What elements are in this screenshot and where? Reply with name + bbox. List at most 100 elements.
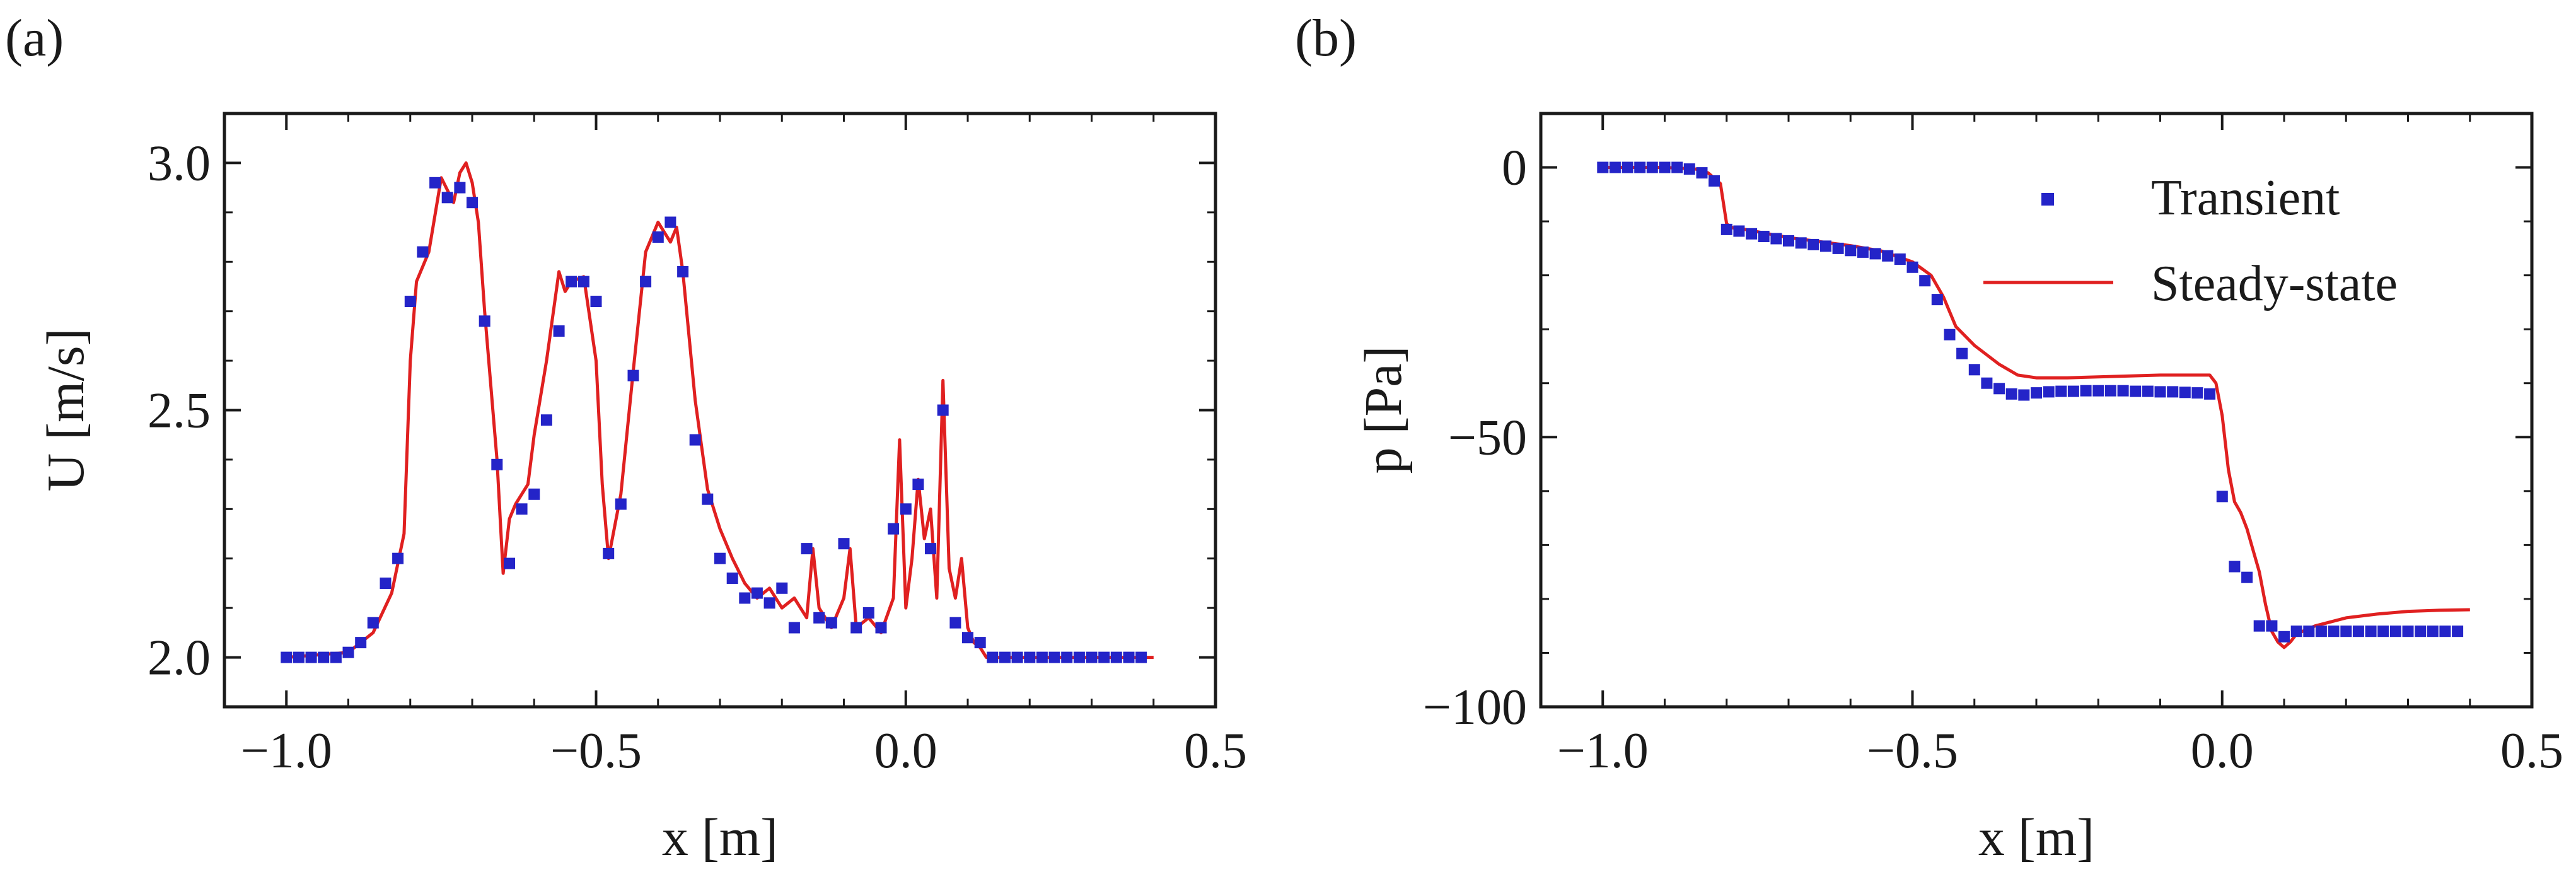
data-point-b (2290, 625, 2302, 637)
data-point-b (2067, 385, 2079, 397)
data-point-b (1634, 161, 1646, 173)
x-axis-label-a: x [m] (662, 808, 778, 867)
data-point-a (763, 597, 775, 609)
x-tick-label-b: 0.5 (2500, 723, 2563, 779)
y-tick-label-b: −100 (1423, 680, 1527, 735)
data-point-b (2104, 385, 2116, 397)
data-point-a (1036, 651, 1048, 663)
data-point-a (751, 587, 763, 599)
data-point-b (2415, 625, 2427, 637)
data-point-b (2278, 631, 2290, 643)
data-point-a (429, 177, 441, 189)
data-point-a (392, 552, 404, 564)
data-point-a (528, 488, 540, 500)
data-point-a (652, 231, 664, 243)
panel-b: (b) −1.0 −0.5 0.0 0.5−100−500 x [m] p [Pa] … (1295, 9, 2563, 867)
data-point-a (417, 246, 429, 258)
legend-marker-transient (2041, 193, 2054, 206)
data-point-a (566, 276, 577, 288)
data-point-b (2154, 386, 2166, 398)
data-point-b (2377, 625, 2389, 637)
data-point-a (479, 315, 490, 327)
data-point-a (281, 651, 293, 663)
data-point-b (2130, 385, 2142, 397)
data-point-b (2204, 388, 2216, 400)
data-point-b (1906, 261, 1918, 273)
data-point-b (1770, 233, 1782, 245)
data-point-a (788, 622, 800, 634)
data-point-b (1758, 231, 1770, 242)
data-point-b (1733, 225, 1745, 237)
data-point-b (2352, 625, 2364, 637)
x-tick-label-a: 0.5 (1184, 723, 1247, 779)
data-point-b (2142, 385, 2154, 397)
data-point-a (318, 651, 330, 663)
x-tick-label-a: −1.0 (241, 723, 332, 779)
data-point-a (739, 592, 751, 604)
data-point-b (1894, 253, 1906, 265)
ticks-a: −1.0 −0.5 0.0 0.5 2.0 2.5 3.0 (148, 112, 1247, 779)
data-point-a (850, 622, 862, 634)
data-point-b (2452, 625, 2464, 637)
data-point-a (974, 637, 986, 649)
data-point-b (1882, 250, 1894, 262)
panel-label-a: (a) (5, 9, 64, 67)
y-tick-label-a: 3.0 (148, 136, 211, 191)
data-point-b (2315, 625, 2327, 637)
data-point-a (367, 617, 379, 629)
data-point-b (2229, 561, 2241, 573)
data-point-a (1011, 651, 1023, 663)
data-point-b (1944, 329, 1956, 340)
data-point-a (491, 458, 503, 470)
data-point-a (330, 651, 342, 663)
data-point-b (2328, 625, 2340, 637)
data-point-b (1869, 248, 1881, 260)
data-point-b (2179, 387, 2191, 398)
data-point-a (1073, 651, 1085, 663)
panel-label-b: (b) (1295, 9, 1357, 67)
data-point-a (603, 547, 615, 559)
data-point-b (2427, 625, 2439, 637)
data-point-b (2018, 389, 2030, 401)
data-point-b (2303, 625, 2315, 637)
data-point-b (2092, 385, 2104, 397)
data-point-b (1622, 161, 1633, 173)
data-point-b (1981, 377, 1993, 389)
data-point-a (664, 216, 676, 228)
x-tick-label-b: −0.5 (1867, 723, 1958, 779)
ticks-b: −1.0 −0.5 0.0 0.5 −100 −50 0 (1423, 112, 2563, 779)
data-point-a (862, 607, 874, 619)
data-point-a (838, 538, 850, 550)
data-point-b (2055, 385, 2067, 397)
data-point-a (516, 503, 528, 515)
data-point-b (1857, 246, 1869, 258)
data-point-a (553, 325, 565, 337)
data-point-a (404, 296, 416, 307)
data-point-a (888, 523, 900, 535)
data-point-a (702, 493, 714, 505)
data-point-b (2241, 571, 2253, 583)
y-tick-label-a: 2.5 (148, 383, 211, 439)
data-point-a (801, 543, 813, 555)
data-point-a (467, 197, 478, 209)
data-point-b (1919, 275, 1931, 287)
data-point-b (1659, 161, 1671, 173)
data-point-a (1048, 651, 1060, 663)
data-point-b (2439, 625, 2451, 637)
data-point-a (355, 637, 367, 649)
data-point-b (1807, 238, 1819, 250)
data-point-a (293, 651, 305, 663)
data-point-a (949, 617, 961, 629)
data-point-b (1968, 364, 1980, 376)
data-point-b (1845, 245, 1857, 257)
data-point-a (504, 557, 515, 569)
data-point-b (2266, 620, 2278, 632)
data-point-a (627, 369, 639, 381)
data-point-a (900, 503, 912, 515)
legend: Transient Steady-state (1983, 170, 2398, 311)
data-point-b (1671, 161, 1683, 173)
data-point-b (2340, 625, 2352, 637)
data-point-b (2389, 625, 2401, 637)
x-tick-label-a: −0.5 (550, 723, 642, 779)
data-point-a (714, 552, 726, 564)
